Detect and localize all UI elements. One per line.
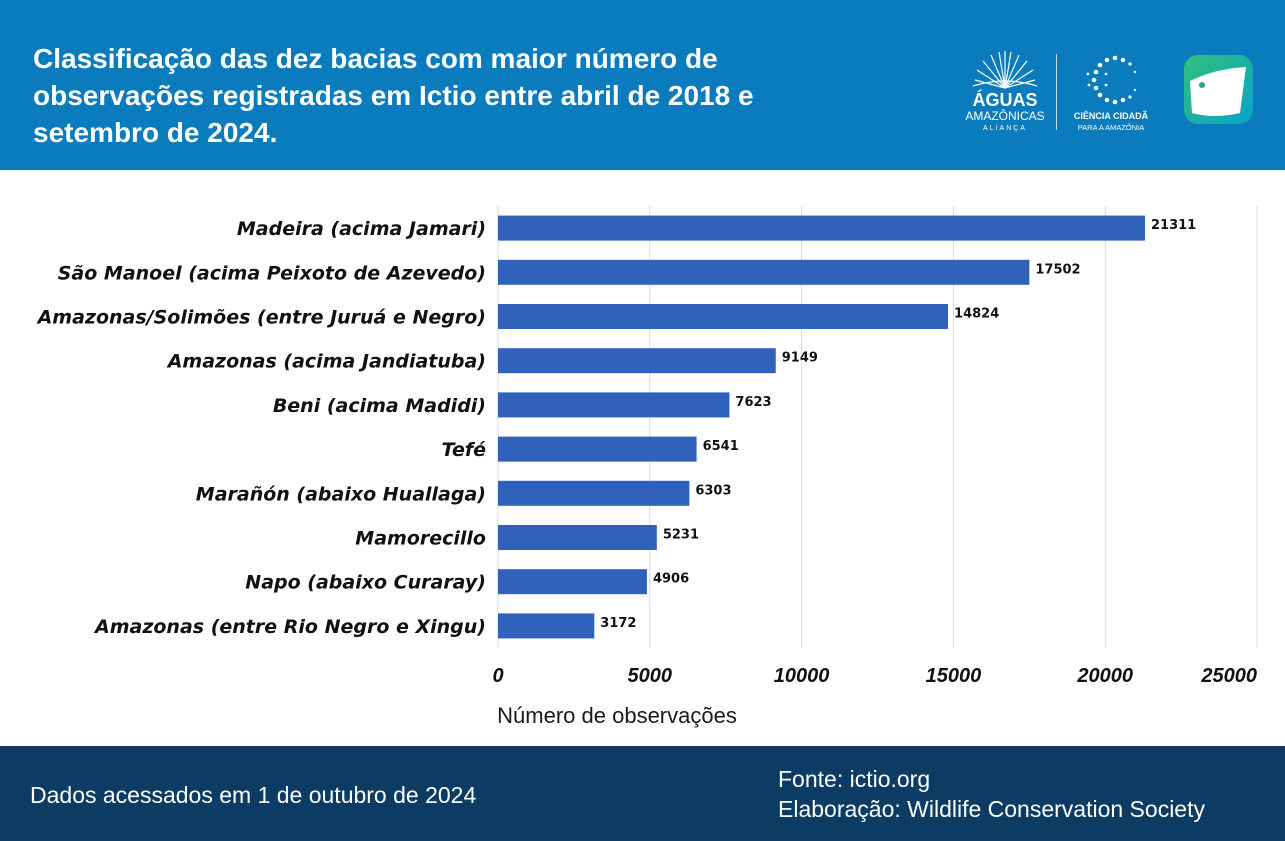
- x-tick-label: 10000: [774, 665, 830, 687]
- chart-title: Classificação das dez bacias com maior n…: [33, 43, 754, 148]
- category-label: Madeira (acima Jamari): [237, 218, 486, 240]
- category-label: Amazonas/Solimões (entre Juruá e Negro): [36, 307, 486, 329]
- x-tick-label: 0: [492, 665, 503, 687]
- ciencia-cidada-logo: CIÊNCIA CIDADÃ PARA A AMAZÔNIA: [1074, 55, 1149, 132]
- footer-banner: Dados acessados em 1 de outubro de 2024 …: [0, 746, 1285, 841]
- x-tick-label: 15000: [926, 665, 982, 687]
- fish-icon: [1190, 67, 1246, 116]
- category-label: Amazonas (acima Jandiatuba): [166, 351, 486, 373]
- labels-layer: 0 5000 10000 15000 20000 25000 Madeira (acima …: [36, 218, 1257, 687]
- data-label: 6303: [695, 483, 731, 498]
- category-label: Tefé: [441, 439, 486, 461]
- category-label: Beni (acima Madidi): [273, 395, 486, 417]
- logo-aguas-line1: ÁGUAS: [972, 89, 1037, 110]
- ictio-app-logo: [1184, 55, 1253, 124]
- category-label: Napo (abaixo Curaray): [245, 572, 486, 594]
- x-tick-label: 5000: [628, 665, 673, 687]
- fan-icon: [972, 51, 1038, 89]
- data-label: 3172: [600, 616, 636, 631]
- footer-credit: Elaboração: Wildlife Conservation Societ…: [778, 796, 1205, 822]
- bar: [498, 480, 690, 506]
- data-label: 4906: [653, 572, 689, 587]
- logo-divider: [1056, 54, 1057, 130]
- logo-aguas-line2: AMAZÔNICAS: [965, 108, 1044, 123]
- data-label: 5231: [663, 528, 699, 543]
- category-label: Amazonas (entre Rio Negro e Xingu): [93, 616, 486, 638]
- bar: [498, 569, 647, 595]
- data-label: 17502: [1035, 262, 1080, 277]
- data-label: 6541: [703, 439, 739, 454]
- x-axis-title: Número de observações: [497, 703, 737, 728]
- footer-access-date: Dados acessados em 1 de outubro de 2024: [30, 782, 477, 808]
- bar: [498, 392, 730, 418]
- logo-ciencia-line2: PARA A AMAZÔNIA: [1078, 123, 1145, 132]
- aguas-amazonicas-logo: ÁGUAS AMAZÔNICAS ALIANÇA: [965, 51, 1045, 132]
- bar: [498, 436, 697, 462]
- data-label: 21311: [1151, 218, 1196, 233]
- bar: [498, 304, 949, 329]
- category-label: Mamorecillo: [355, 528, 486, 550]
- logo-aguas-line3: ALIANÇA: [983, 125, 1027, 132]
- bar: [498, 348, 776, 374]
- bars-layer: [498, 215, 1146, 639]
- header-banner: Classificação das dez bacias com maior n…: [0, 0, 1285, 170]
- data-label: 7623: [735, 395, 771, 410]
- bar: [498, 613, 595, 639]
- bar: [498, 525, 657, 550]
- bar: [498, 215, 1146, 241]
- logo-ciencia-line1: CIÊNCIA CIDADÃ: [1074, 110, 1149, 121]
- bar-chart: 0 5000 10000 15000 20000 25000 Madeira (acima …: [36, 206, 1258, 728]
- x-tick-label: 20000: [1076, 665, 1133, 687]
- data-label: 14824: [954, 307, 999, 322]
- category-label: Marañón (abaixo Huallaga): [196, 483, 486, 505]
- bar: [498, 259, 1030, 285]
- x-tick-label: 25000: [1200, 665, 1257, 687]
- data-label: 9149: [782, 351, 818, 366]
- dotted-c-icon: [1086, 55, 1137, 105]
- category-label: São Manoel (acima Peixoto de Azevedo): [58, 262, 486, 284]
- footer-source: Fonte: ictio.org: [778, 766, 931, 792]
